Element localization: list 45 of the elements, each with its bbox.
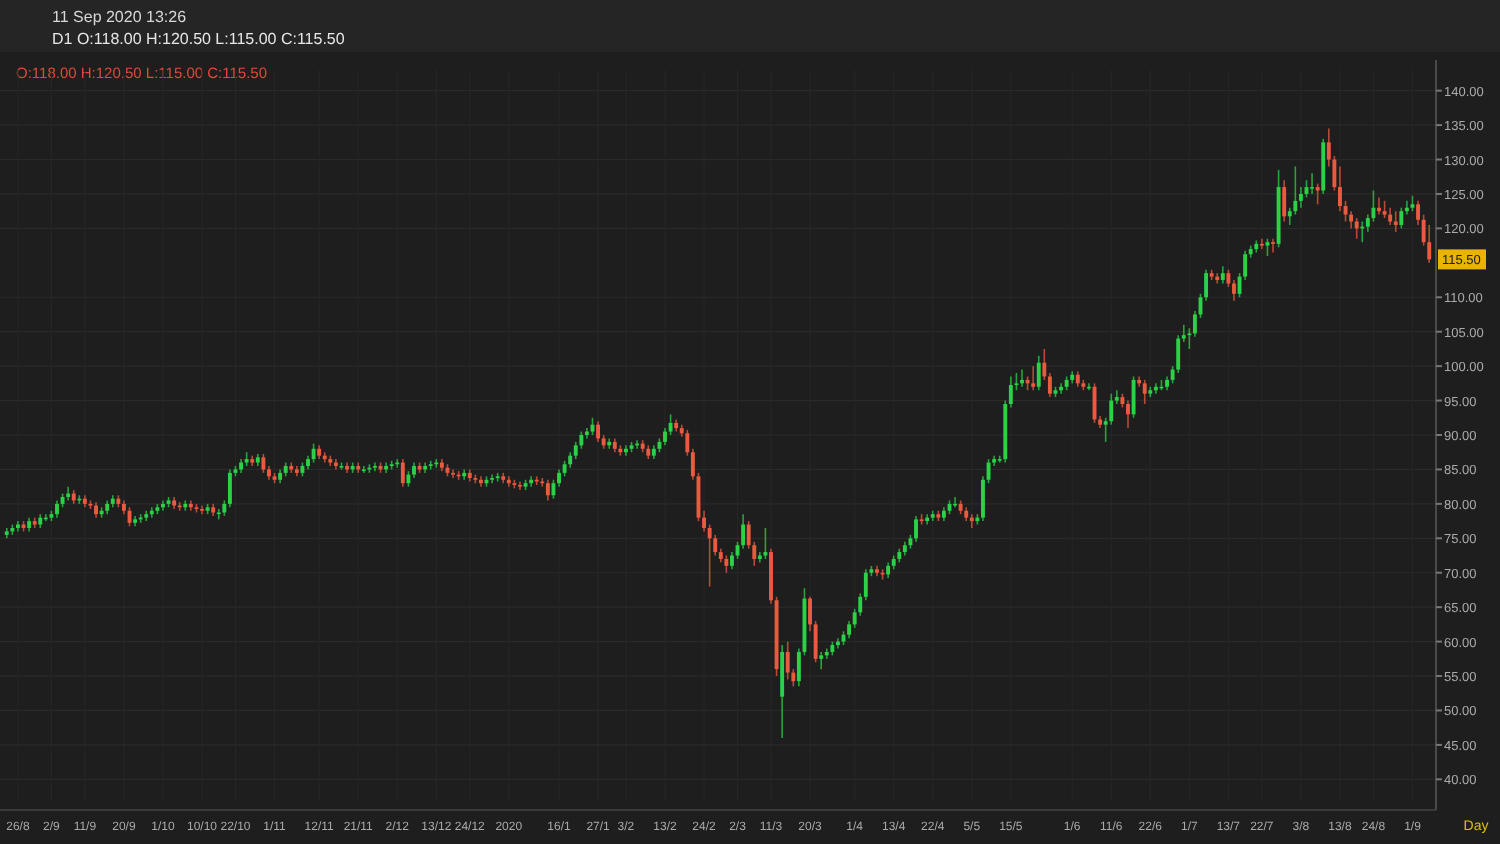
candlestick [462, 468, 467, 481]
candlestick [1271, 237, 1275, 254]
candlestick [66, 485, 71, 502]
candlestick [785, 640, 790, 681]
candlestick [914, 515, 918, 543]
candlestick [322, 451, 327, 464]
candlestick [161, 499, 165, 512]
text: D1 O:118.00 H:120.50 L:115.00 C:115.50 [52, 30, 346, 48]
candlestick [529, 475, 534, 488]
candlestick [1393, 210, 1398, 233]
candlestick [261, 453, 266, 474]
candlestick [1282, 179, 1287, 223]
candlestick [596, 420, 601, 443]
candlestick [1377, 196, 1381, 216]
candlestick [1315, 182, 1320, 206]
candlestick [780, 644, 785, 739]
candlestick [1310, 172, 1315, 195]
candlestick [1142, 379, 1147, 405]
candlestick [188, 499, 193, 512]
candlestick [1399, 206, 1404, 230]
candlestick [361, 465, 366, 474]
candlestick [1259, 237, 1264, 250]
candlestick [1020, 368, 1024, 388]
candlestick [183, 499, 188, 512]
candlestick [1153, 382, 1158, 395]
candlestick [227, 468, 232, 509]
candlestick [216, 508, 221, 521]
candlestick [478, 475, 483, 488]
chart-title: 11 Sep 2020 13:26 [52, 8, 188, 26]
candlestick [763, 527, 768, 560]
candlestick [624, 444, 628, 457]
candlestick [1131, 375, 1136, 419]
candlestick [1059, 382, 1064, 395]
candlestick [1036, 355, 1041, 392]
candlestick [311, 442, 316, 464]
candlestick [969, 513, 974, 529]
candlestick [1126, 399, 1130, 429]
candlestick [607, 437, 612, 450]
candlestick [545, 478, 550, 502]
candlestick [149, 506, 154, 519]
candlestick [400, 458, 405, 488]
candlestick [925, 513, 930, 526]
candlestick [506, 475, 511, 488]
candlestick [819, 651, 824, 670]
candlestick [1031, 365, 1036, 392]
